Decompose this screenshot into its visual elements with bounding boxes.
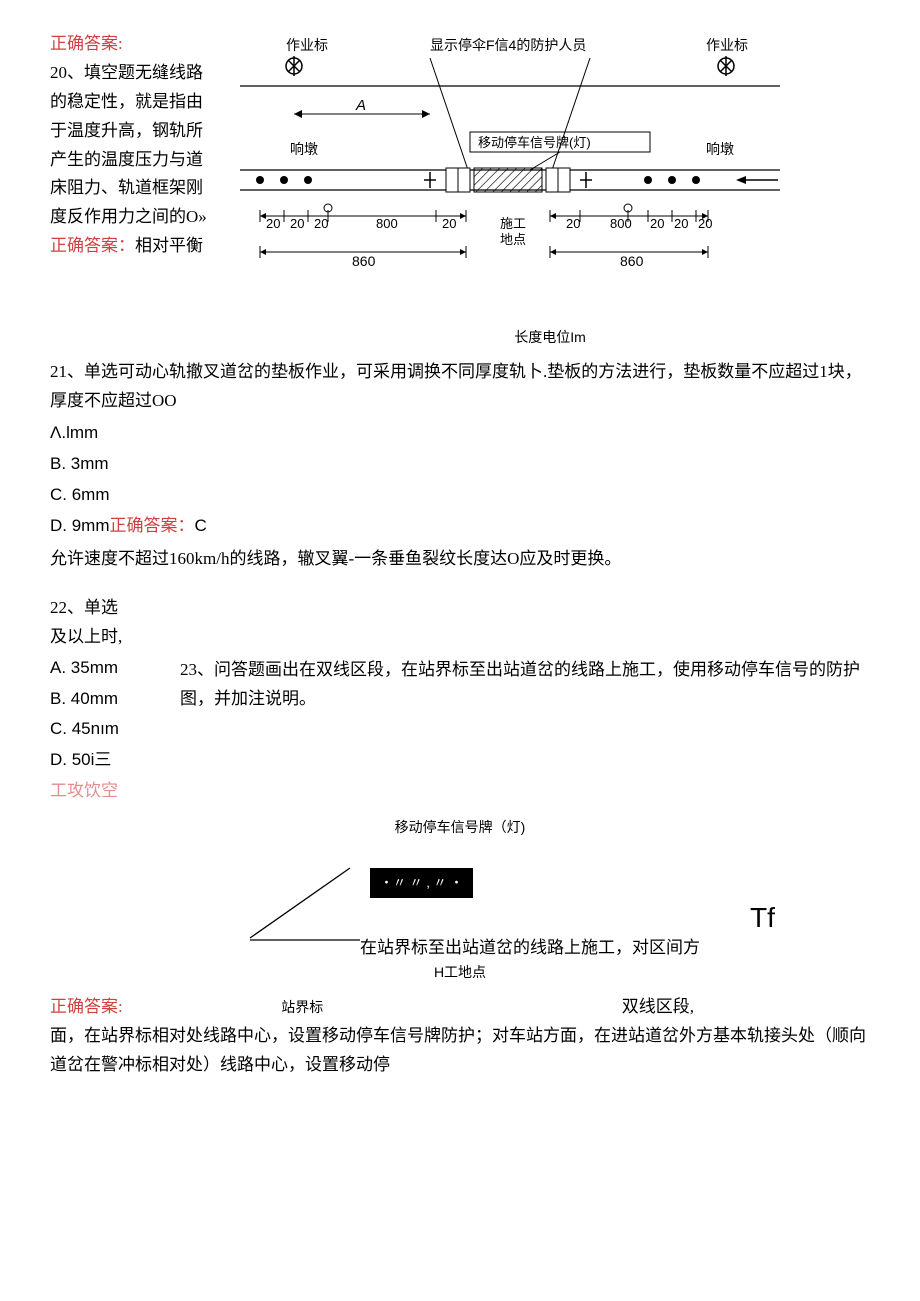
- q21-answer-label: 正确答案：: [110, 516, 195, 535]
- dim-a: A: [355, 97, 366, 114]
- q22-stem1: 22、单选: [50, 594, 160, 623]
- q21-stem: 21、单选可动心轨撤叉道岔的垫板作业，可采用调换不同厚度轨卜.垫板的方法进行，垫…: [50, 358, 870, 416]
- q22-opt-d: D. 50i三: [50, 746, 160, 775]
- q20-stem: 20、填空题无缝线路的稳定性，就是指由于温度升高，钢轨所产生的温度压力与道床阻力…: [50, 59, 210, 232]
- label-zuoye-left: 作业标: [286, 37, 328, 53]
- q23-stem-wrap: 23、问答题画出在双线区段，在站界标至出站道岔的线路上施工，使用移动停车信号的防…: [180, 584, 870, 714]
- label-fanghu: 显示停伞F信4的防护人员: [430, 37, 586, 53]
- svg-text:20: 20: [290, 216, 304, 231]
- svg-text:20: 20: [674, 216, 688, 231]
- q21-opt-a: Λ.lmm: [50, 419, 870, 448]
- label-sign: 移动停车信号牌(灯): [478, 135, 591, 150]
- boundary-label: 站界标: [281, 996, 323, 1020]
- double-line-tag: 双线区段,: [622, 997, 694, 1016]
- q21-note: 允许速度不超过160km/h的线路，辙叉翼-一条垂鱼裂纹长度达O应及时更换。: [50, 545, 870, 574]
- q23-answer-block: 正确答案: 站界标 双线区段, 面，在站界标相对处线路中心，设置移动停车信号牌防…: [50, 993, 870, 1080]
- label-xd-left: 响墩: [290, 141, 318, 157]
- svg-text:20: 20: [442, 216, 456, 231]
- q23-answer-label: 正确答案:: [50, 997, 123, 1016]
- svg-text:20: 20: [698, 216, 712, 231]
- q19-answer-label: 正确答案:: [50, 34, 123, 53]
- label-xd-right: 响墩: [706, 141, 734, 157]
- q22-stem2: 及以上时,: [50, 623, 160, 652]
- q19-q20-text-column: 正确答案: 20、填空题无缝线路的稳定性，就是指由于温度升高，钢轨所产生的温度压…: [50, 30, 210, 261]
- q22-q23-row: 22、单选 及以上时, A. 35mm B. 40mm C. 45nım D. …: [50, 584, 870, 806]
- svg-text:860: 860: [352, 253, 376, 269]
- q22-opt-b: B. 40mm: [50, 685, 160, 714]
- q22-opt-a: A. 35mm: [50, 654, 160, 683]
- site-label: H工地点: [434, 961, 486, 985]
- q21-answer: C: [195, 516, 207, 535]
- svg-text:800: 800: [376, 216, 398, 231]
- svg-text:20: 20: [566, 216, 580, 231]
- protection-diagram-2: 移动停车信号牌（灯) ・〃 〃 , 〃 ・ Tf 在站界标至出站道岔的线路上施工…: [50, 816, 870, 987]
- label-zuoye-right: 作业标: [706, 37, 748, 53]
- tf-label: Tf: [750, 894, 775, 942]
- q22-opt-c: C. 45nım: [50, 715, 160, 744]
- quote-bar: ・〃 〃 , 〃 ・: [370, 868, 473, 898]
- svg-text:地点: 地点: [500, 232, 526, 247]
- q21-opt-d: D. 9mm: [50, 516, 110, 535]
- svg-text:20: 20: [266, 216, 280, 231]
- diagram2-caption: 移动停车信号牌（灯): [50, 816, 870, 840]
- q23-answer-para: 面，在站界标相对处线路中心，设置移动停车信号牌防护；对车站方面，在进站道岔外方基…: [50, 1022, 870, 1080]
- svg-text:20: 20: [314, 216, 328, 231]
- protection-diagram-1: 作业标 显示停伞F信4的防护人员 作业标 A: [230, 30, 870, 350]
- marker-icon: [718, 56, 734, 76]
- q20-answer-label: 正确答案：: [50, 236, 135, 255]
- q21-opt-b: B. 3mm: [50, 450, 870, 479]
- diagram1-svg: 作业标 显示停伞F信4的防护人员 作业标 A: [230, 30, 790, 310]
- question-21: 21、单选可动心轨撤叉道岔的垫板作业，可采用调换不同厚度轨卜.垫板的方法进行，垫…: [50, 358, 870, 574]
- diag2-inline-text: 在站界标至出站道岔的线路上施工，对区间方: [360, 934, 700, 963]
- q22-column: 22、单选 及以上时, A. 35mm B. 40mm C. 45nım D. …: [50, 584, 160, 806]
- svg-text:860: 860: [620, 253, 644, 269]
- diagram1-caption: 长度电位Im: [230, 326, 870, 350]
- q23-stem: 23、问答题画出在双线区段，在站界标至出站道岔的线路上施工，使用移动停车信号的防…: [180, 656, 870, 714]
- q20-answer: 相对平衡: [135, 236, 203, 255]
- svg-text:20: 20: [650, 216, 664, 231]
- q21-opt-c: C. 6mm: [50, 481, 870, 510]
- question-20-with-diagram: 正确答案: 20、填空题无缝线路的稳定性，就是指由于温度升高，钢轨所产生的温度压…: [50, 30, 870, 350]
- svg-text:施工: 施工: [500, 216, 526, 231]
- q22-cutoff: 工攻饮空: [50, 777, 160, 806]
- marker-icon: [286, 56, 302, 76]
